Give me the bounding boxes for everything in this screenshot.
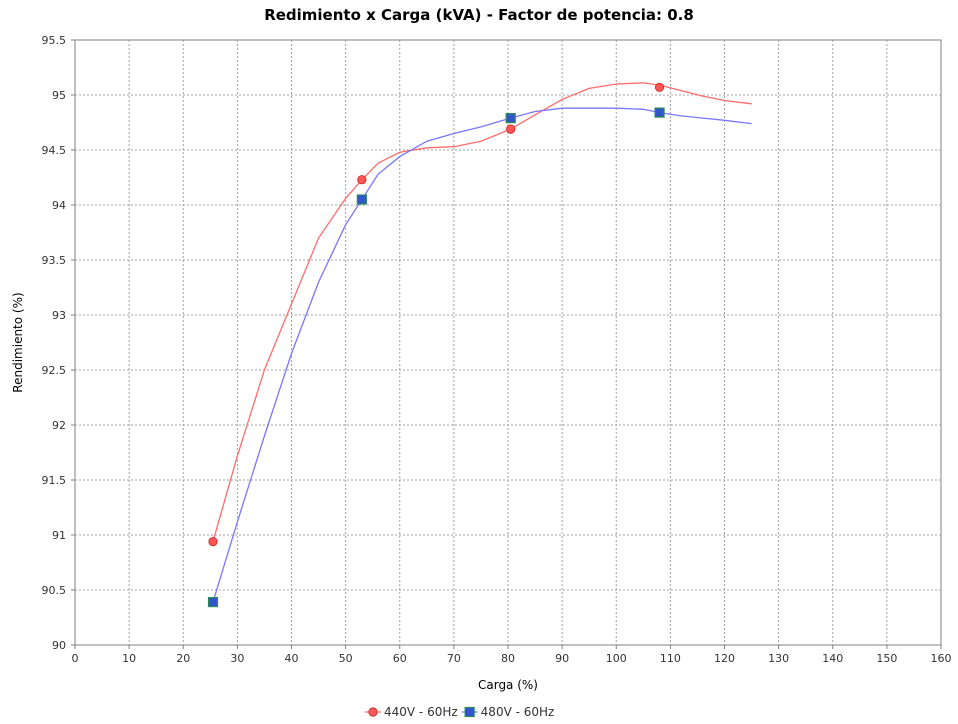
y-axis-label: Rendimiento (%) [11,292,25,392]
x-tick-label: 100 [606,652,627,665]
y-tick-label: 93.5 [42,254,67,267]
series-line [212,82,752,542]
x-tick-label: 140 [822,652,843,665]
data-point [506,124,516,134]
x-tick-label: 120 [714,652,735,665]
x-axis-label: Carga (%) [478,678,538,692]
data-point [357,175,367,185]
y-tick-label: 92 [52,419,66,432]
legend-item: 440V - 60Hz [365,705,458,719]
data-point [208,536,218,547]
x-tick-label: 130 [768,652,789,665]
legend-label: 480V - 60Hz [481,705,555,719]
legend-item: 480V - 60Hz [461,705,555,719]
legend: 440V - 60Hz 480V - 60Hz [365,705,554,719]
data-point [207,596,219,608]
x-tick-label: 30 [230,652,244,665]
data-point [356,194,367,205]
legend-label: 440V - 60Hz [384,705,458,719]
x-tick-label: 160 [931,652,952,665]
series-1 [208,82,752,547]
x-tick-label: 80 [501,652,515,665]
series-layer [207,82,752,608]
x-tick-label: 10 [122,652,136,665]
data-point [654,107,665,118]
x-tick-label: 20 [176,652,190,665]
data-point [654,82,665,92]
y-tick-label: 91.5 [42,474,67,487]
y-tick-label: 90.5 [42,584,67,597]
axes: 0 10 20 30 40 50 60 70 80 90 100 110 120 130 140 150 160… [11,34,952,692]
grid [74,39,942,646]
y-tick-label: 95.5 [42,34,67,47]
y-tick-label: 94.5 [42,144,67,157]
x-tick-label: 60 [393,652,407,665]
x-tick-label: 110 [660,652,681,665]
x-tick-label: 90 [555,652,569,665]
x-tick-label: 50 [339,652,353,665]
series-line [212,107,752,603]
x-tick-label: 70 [447,652,461,665]
data-point [505,112,516,124]
y-tick-label: 91 [52,529,66,542]
y-tick-label: 90 [52,639,66,652]
x-tick-label: 40 [285,652,299,665]
series-2 [207,107,752,608]
x-tick-label: 0 [72,652,79,665]
legend-marker [464,706,475,718]
legend-marker [368,707,378,717]
chart-title: Redimiento x Carga (kVA) - Factor de pot… [264,6,694,24]
y-tick-label: 92.5 [42,364,67,377]
y-tick-label: 93 [52,309,66,322]
x-tick-label: 150 [876,652,897,665]
y-tick-label: 95 [52,89,66,102]
y-tick-label: 94 [52,199,66,212]
